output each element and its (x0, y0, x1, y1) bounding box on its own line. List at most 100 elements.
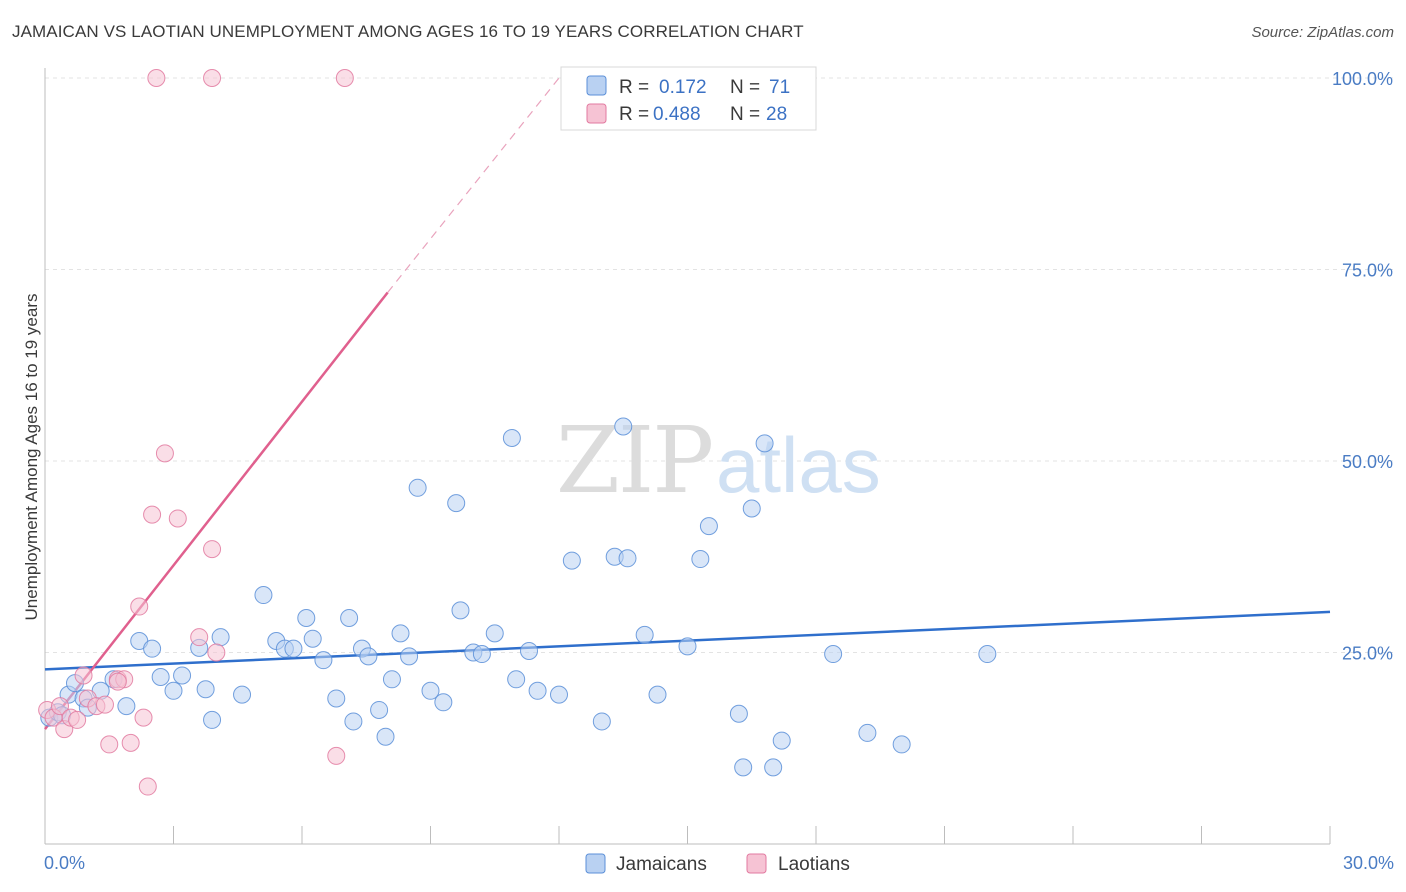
point-jamaicans (173, 666, 192, 685)
point-jamaicans (734, 758, 753, 777)
point-jamaicans (592, 712, 611, 731)
point-jamaicans (340, 609, 359, 628)
point-jamaicans (143, 639, 162, 658)
point-jamaicans (451, 601, 470, 620)
point-jamaicans (233, 685, 252, 704)
point-laotians (168, 509, 187, 528)
legend-swatch-jamaicans (586, 75, 607, 96)
point-jamaicans (344, 712, 363, 731)
point-jamaicans (618, 549, 637, 568)
point-laotians (203, 540, 222, 559)
y-tick-labels: 25.0% 50.0% 75.0% 100.0% (1332, 69, 1393, 664)
point-jamaicans (359, 647, 378, 666)
point-jamaicans (614, 417, 633, 436)
point-jamaicans (400, 647, 419, 666)
legend-swatch-laotians (586, 103, 607, 124)
y-tick-label-75: 75.0% (1342, 261, 1393, 281)
y-tick-label-25: 25.0% (1342, 644, 1393, 664)
point-laotians (190, 628, 209, 647)
y-axis-label: Unemployment Among Ages 16 to 19 years (22, 294, 41, 621)
point-jamaicans (370, 700, 389, 719)
point-laotians (134, 708, 153, 727)
point-laotians (108, 672, 127, 691)
svg-text:ZIP: ZIP (556, 407, 712, 514)
chart-title: JAMAICAN VS LAOTIAN UNEMPLOYMENT AMONG A… (12, 22, 804, 41)
legend-r-value-2: 0.488 (653, 104, 701, 125)
series-legend-label-jamaicans: Jamaicans (616, 854, 707, 875)
point-jamaicans (303, 629, 322, 648)
x-tick-max: 30.0% (1343, 853, 1394, 873)
point-jamaicans (376, 727, 395, 746)
point-laotians (68, 710, 87, 729)
point-jamaicans (485, 624, 504, 643)
legend-n-label-1: N = (730, 77, 760, 98)
point-jamaicans (434, 693, 453, 712)
trend-line-laotians-extension (387, 77, 560, 293)
x-tick-min: 0.0% (44, 853, 85, 873)
point-laotians (203, 69, 222, 87)
correlation-legend: R = 0.172 N = 71 R = 0.488 N = 28 (560, 66, 817, 131)
point-jamaicans (635, 625, 654, 644)
point-laotians (143, 505, 162, 524)
point-jamaicans (764, 758, 783, 777)
point-jamaicans (648, 685, 667, 704)
point-jamaicans (203, 710, 222, 729)
legend-n-value-1: 71 (769, 77, 790, 98)
point-laotians (335, 69, 354, 87)
point-jamaicans (858, 723, 877, 742)
point-jamaicans (297, 609, 316, 628)
series-legend-swatch-jamaicans (585, 853, 606, 874)
point-laotians (100, 735, 119, 754)
point-laotians (74, 666, 93, 685)
point-jamaicans (196, 680, 215, 699)
point-jamaicans (742, 499, 761, 518)
point-laotians (155, 444, 174, 463)
legend-r-label-2: R = (619, 104, 649, 125)
point-jamaicans (151, 668, 170, 687)
point-jamaicans (729, 704, 748, 723)
point-jamaicans (892, 735, 911, 754)
point-laotians (207, 643, 226, 662)
point-jamaicans (447, 494, 466, 513)
point-jamaicans (502, 429, 521, 448)
point-jamaicans (507, 670, 526, 689)
point-jamaicans (382, 670, 401, 689)
point-laotians (121, 733, 140, 752)
y-tick-label-50: 50.0% (1342, 452, 1393, 472)
point-jamaicans (408, 478, 427, 497)
point-jamaicans (117, 697, 136, 716)
trend-line-laotians (44, 291, 389, 730)
point-jamaicans (772, 731, 791, 750)
legend-r-value-1: 0.172 (659, 77, 707, 98)
legend-r-label-1: R = (619, 77, 649, 98)
data-points (38, 69, 997, 796)
watermark: ZIP atlas (556, 407, 881, 514)
y-tick-label-100: 100.0% (1332, 69, 1393, 89)
point-jamaicans (520, 641, 539, 660)
point-jamaicans (699, 517, 718, 536)
gridlines (45, 77, 1394, 653)
point-jamaicans (562, 551, 581, 570)
point-jamaicans (211, 628, 230, 647)
point-laotians (50, 697, 69, 716)
point-jamaicans (550, 685, 568, 704)
point-laotians (130, 597, 149, 616)
legend-n-label-2: N = (730, 104, 760, 125)
point-laotians (138, 777, 157, 796)
point-jamaicans (978, 645, 997, 664)
point-jamaicans (678, 637, 697, 656)
point-jamaicans (254, 586, 273, 605)
point-jamaicans (472, 645, 491, 664)
point-jamaicans (691, 550, 710, 569)
series-legend-swatch-laotians (746, 853, 767, 874)
chart-source: Source: ZipAtlas.com (1251, 24, 1394, 41)
point-laotians (95, 695, 114, 714)
point-jamaicans (421, 681, 440, 700)
point-jamaicans (391, 624, 410, 643)
point-jamaicans (755, 434, 774, 453)
point-jamaicans (314, 651, 333, 670)
axes (44, 68, 1331, 845)
series-legend-label-laotians: Laotians (778, 854, 850, 875)
point-jamaicans (327, 689, 346, 708)
